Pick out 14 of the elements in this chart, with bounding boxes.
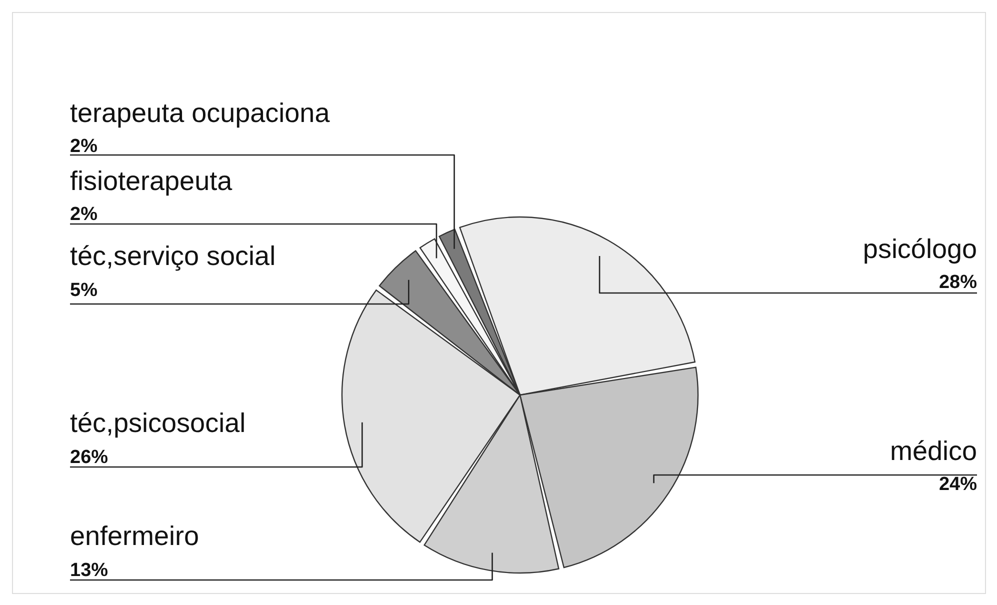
slice-label: médico: [890, 436, 977, 466]
slice-label: psicólogo: [862, 234, 977, 264]
slice-label: terapeuta ocupaciona: [70, 98, 331, 128]
data-label: 26%: [70, 447, 108, 468]
data-label: 28%: [938, 272, 978, 293]
data-label: 5%: [70, 280, 98, 301]
data-label: 24%: [938, 474, 978, 495]
slice-label: enfermeiro: [70, 521, 200, 551]
slice-label: téc,psicosocial: [70, 408, 246, 438]
data-label: 2%: [70, 136, 98, 157]
data-label: 2%: [70, 204, 98, 225]
slice-label: fisioterapeuta: [70, 166, 234, 196]
data-label: 13%: [70, 560, 108, 581]
slice-label: téc,serviço social: [70, 241, 276, 271]
